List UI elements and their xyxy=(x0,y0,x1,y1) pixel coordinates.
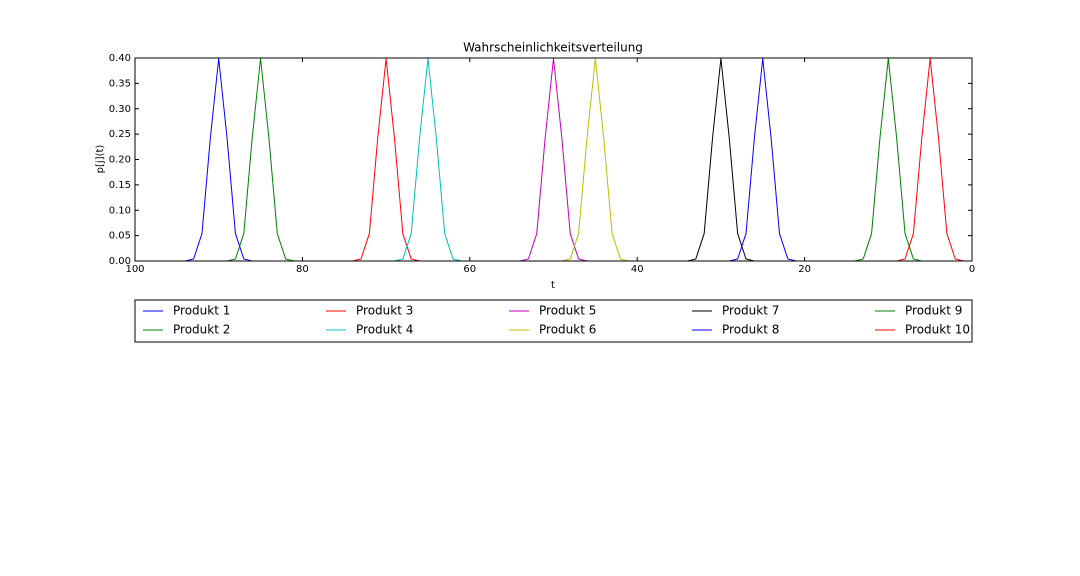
y-tick-label: 0.10 xyxy=(109,205,131,216)
legend-box xyxy=(134,299,973,343)
x-tick-label: 20 xyxy=(798,264,811,275)
legend-label: Produkt 7 xyxy=(722,304,779,318)
legend-label: Produkt 1 xyxy=(173,304,230,318)
x-tick-label: 0 xyxy=(969,264,975,275)
y-tick-label: 0.40 xyxy=(109,53,131,64)
y-tick-label: 0.00 xyxy=(109,256,131,267)
legend-label: Produkt 10 xyxy=(905,323,970,337)
x-tick-label: 80 xyxy=(296,264,309,275)
y-tick-label: 0.25 xyxy=(109,129,131,140)
y-tick-label: 0.20 xyxy=(109,155,131,166)
x-tick-label: 100 xyxy=(125,264,144,275)
y-tick-label: 0.35 xyxy=(109,78,131,89)
legend-label: Produkt 3 xyxy=(356,304,413,318)
legend-label: Produkt 9 xyxy=(905,304,962,318)
y-tick-label: 0.15 xyxy=(109,180,131,191)
y-tick-label: 0.30 xyxy=(109,104,131,115)
legend-label: Produkt 6 xyxy=(539,323,596,337)
chart-title: Wahrscheinlichkeitsverteilung xyxy=(463,41,643,55)
y-axis-label: p[j](t) xyxy=(95,145,106,174)
legend-label: Produkt 4 xyxy=(356,323,413,337)
legend-label: Produkt 5 xyxy=(539,304,596,318)
legend-label: Produkt 8 xyxy=(722,323,779,337)
x-tick-label: 40 xyxy=(631,264,644,275)
legend-label: Produkt 2 xyxy=(173,323,230,337)
x-axis-label: t xyxy=(551,280,555,291)
x-tick-label: 60 xyxy=(463,264,476,275)
y-tick-label: 0.05 xyxy=(109,231,131,242)
